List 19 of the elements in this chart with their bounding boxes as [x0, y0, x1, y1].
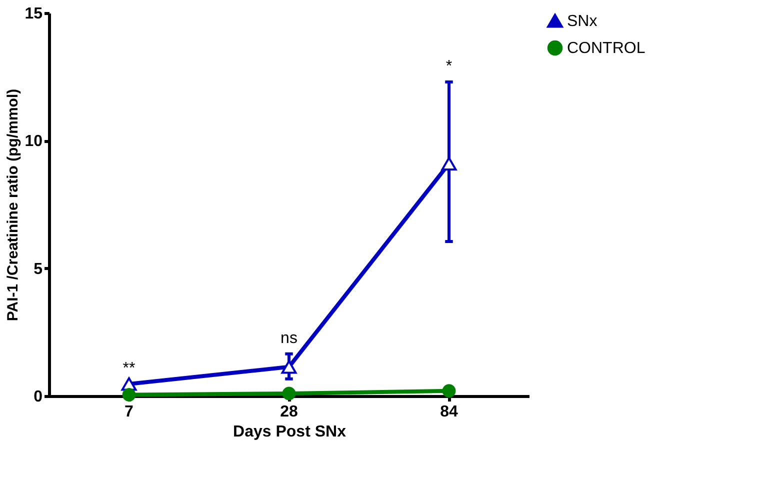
y-tick-label: 15 [24, 6, 43, 22]
annotation: ** [122, 360, 136, 377]
point [281, 360, 297, 374]
x-tick-label: 84 [440, 404, 458, 420]
point [442, 384, 456, 398]
x-tick-label: 28 [280, 404, 298, 420]
legend-label: CONTROL [567, 40, 646, 57]
x-axis-title: Days Post SNx [233, 424, 346, 440]
y-axis-title: PAI-1 /Creatinine ratio (pg/mmol) [4, 88, 22, 322]
annotation: * [446, 58, 452, 75]
point [441, 156, 457, 170]
annotation: ns [280, 330, 298, 347]
y-tick-label: 10 [24, 133, 43, 150]
point [122, 388, 136, 402]
x-tick-label: 7 [124, 404, 134, 420]
y-tick-label: 5 [34, 260, 43, 278]
point [282, 386, 296, 400]
y-tick-label: 0 [34, 388, 43, 406]
legend-label: SNx [567, 13, 598, 30]
